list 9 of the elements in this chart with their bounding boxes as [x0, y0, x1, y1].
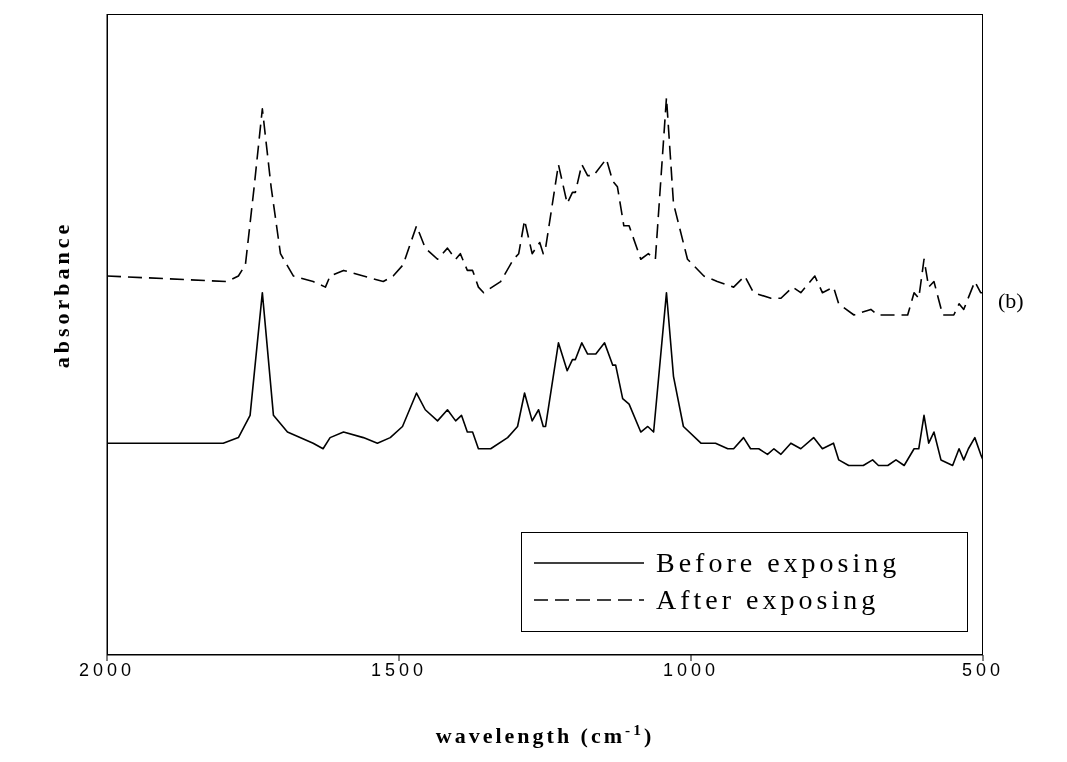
text: (b)	[998, 288, 1024, 314]
x-axis-title: wavelength (cm$^{-1}$)	[435, 720, 655, 748]
x-tick-label: 1500	[370, 659, 428, 680]
x-tick-label: 500	[961, 659, 1005, 680]
y-axis-title: absorbance	[49, 220, 74, 369]
legend-label: After exposing	[656, 583, 880, 616]
x-tick-label: 1000	[662, 659, 720, 680]
legend-label: Before exposing	[656, 546, 901, 579]
x-tick-label: 2000	[78, 659, 136, 680]
